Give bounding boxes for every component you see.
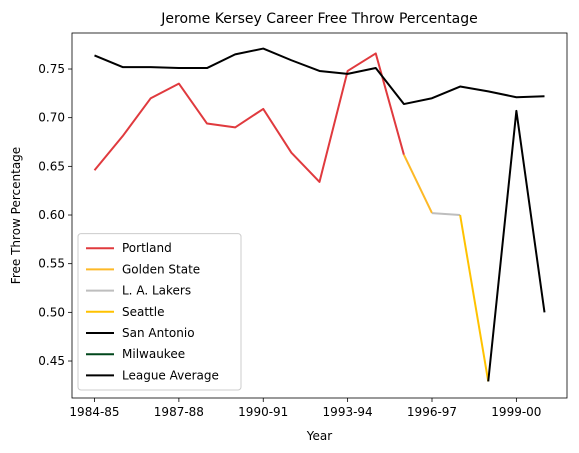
y-tick-label: 0.45 [38, 354, 65, 368]
y-tick-label: 0.75 [38, 62, 65, 76]
series-line-san-antonio [487, 109, 546, 382]
series-line-l-a-lakers [431, 212, 461, 217]
y-tick-label: 0.65 [38, 159, 65, 173]
y-tick-label: 0.70 [38, 111, 65, 125]
legend-label: San Antonio [122, 326, 195, 340]
chart-title: Jerome Kersey Career Free Throw Percenta… [160, 11, 477, 27]
x-tick-label: 1999-00 [491, 405, 541, 419]
legend-label: Seattle [122, 305, 164, 319]
legend-label: Portland [122, 241, 172, 255]
x-tick-label: 1990-91 [238, 405, 288, 419]
legend-label: League Average [122, 368, 219, 382]
x-tick-label: 1987-88 [154, 405, 204, 419]
y-tick-label: 0.55 [38, 257, 65, 271]
y-axis-ticks: 0.45 0.50 0.55 0.60 0.65 0.70 0.75 [38, 62, 72, 368]
x-tick-label: 1993-94 [323, 405, 373, 419]
legend-label: Milwaukee [122, 347, 185, 361]
series-line-portland [93, 52, 405, 183]
y-tick-label: 0.50 [38, 305, 65, 319]
x-axis-title: Year [306, 429, 332, 443]
y-tick-label: 0.60 [38, 208, 65, 222]
legend-box [77, 233, 242, 391]
series-line-league-average [94, 47, 545, 106]
legend: Portland Golden State L. A. Lakers Seattle S… [77, 233, 242, 391]
x-tick-label: 1984-85 [69, 405, 119, 419]
x-axis-ticks: 1984-85 1987-88 1990-91 1993-94 1996-97 1999-… [69, 398, 541, 419]
legend-label: Golden State [122, 262, 200, 276]
x-tick-label: 1996-97 [407, 405, 457, 419]
plot-frame [71, 32, 568, 399]
y-axis-title: Free Throw Percentage [9, 147, 23, 284]
legend-label: L. A. Lakers [122, 284, 191, 298]
series-line-golden-state [402, 154, 433, 214]
series-layer [93, 47, 546, 382]
series-line-seattle [459, 214, 490, 382]
